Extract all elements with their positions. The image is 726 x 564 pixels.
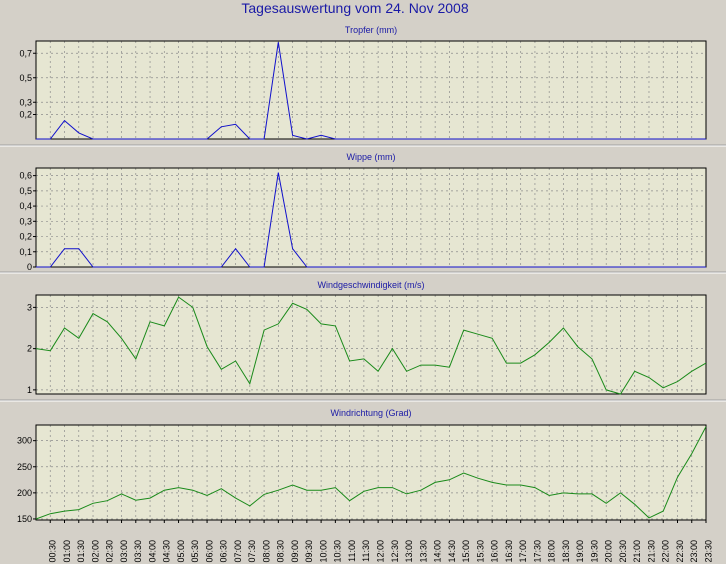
y-tick-label: 300 bbox=[17, 436, 32, 446]
x-tick-label: 22:00 bbox=[661, 540, 671, 563]
x-tick-label: 14:00 bbox=[433, 540, 443, 563]
x-tick-label: 23:30 bbox=[703, 540, 713, 563]
plot-area bbox=[36, 168, 706, 267]
plot-border bbox=[35, 424, 707, 521]
x-tick-label: 16:30 bbox=[504, 540, 514, 563]
x-tick-label: 21:00 bbox=[632, 540, 642, 563]
x-tick-label: 13:30 bbox=[418, 540, 428, 563]
x-tick-label: 17:00 bbox=[518, 540, 528, 563]
x-tick-label: 05:00 bbox=[176, 540, 186, 563]
x-tick-label: 16:00 bbox=[490, 540, 500, 563]
x-tick-label: 01:30 bbox=[76, 540, 86, 563]
x-tick-label: 21:30 bbox=[646, 540, 656, 563]
y-tick-label: 0,3 bbox=[19, 216, 32, 226]
series-line bbox=[36, 172, 706, 268]
x-tick-label: 13:00 bbox=[404, 540, 414, 563]
x-tick-label: 10:30 bbox=[333, 540, 343, 563]
x-tick-label: 18:00 bbox=[547, 540, 557, 563]
x-tick-label: 06:30 bbox=[219, 540, 229, 563]
panel-4: Windrichtung (Grad) 300 250 200 150 bbox=[17, 408, 707, 524]
x-tick-label: 03:00 bbox=[119, 540, 129, 563]
x-tick-label: 15:30 bbox=[475, 540, 485, 563]
x-tick-label: 11:00 bbox=[347, 540, 357, 562]
y-tick-label: 3 bbox=[27, 302, 32, 312]
plot-area bbox=[36, 41, 706, 139]
y-tick-label: 0,4 bbox=[19, 201, 32, 211]
x-tick-label: 12:30 bbox=[390, 540, 400, 563]
x-tick-label: 10:00 bbox=[318, 540, 328, 563]
x-tick-label: 04:00 bbox=[147, 540, 157, 563]
x-tick-label: 05:30 bbox=[190, 540, 200, 563]
x-tick-label: 19:30 bbox=[589, 540, 599, 563]
x-tick-label: 23:00 bbox=[689, 540, 699, 563]
plot-area bbox=[36, 295, 706, 394]
x-tick-label: 09:30 bbox=[304, 540, 314, 563]
panel-title: Wippe (mm) bbox=[347, 152, 396, 162]
x-tick-label: 00:30 bbox=[48, 540, 58, 563]
y-tick-label: 0,6 bbox=[19, 171, 32, 181]
x-tick-label: 09:00 bbox=[290, 540, 300, 563]
y-tick-label: 200 bbox=[17, 488, 32, 498]
y-tick-label: 0,3 bbox=[19, 97, 32, 107]
x-tick-label: 02:30 bbox=[105, 540, 115, 563]
y-tick-label: 0,5 bbox=[19, 73, 32, 83]
x-tick-label: 12:00 bbox=[376, 540, 386, 563]
plot-area bbox=[36, 425, 706, 520]
y-tick-label: 1 bbox=[27, 385, 32, 395]
x-tick-label: 01:00 bbox=[62, 540, 72, 563]
x-tick-label: 18:30 bbox=[561, 540, 571, 563]
panel-title: Windgeschwindigkeit (m/s) bbox=[317, 280, 424, 290]
x-tick-label: 07:30 bbox=[247, 540, 257, 563]
y-tick-label: 0 bbox=[27, 262, 32, 272]
panel-3: Windgeschwindigkeit (m/s) 3 2 1 bbox=[27, 280, 707, 395]
series-line bbox=[35, 296, 707, 395]
y-tick-label: 2 bbox=[27, 344, 32, 354]
panel-2: Wippe (mm) 0,6 0,5 0,4 0,3 0,2 0,1 0 bbox=[19, 152, 707, 272]
panel-title: Windrichtung (Grad) bbox=[330, 408, 411, 418]
x-tick-label: 19:00 bbox=[575, 540, 585, 563]
x-tick-label: 15:00 bbox=[461, 540, 471, 563]
x-tick-label: 11:30 bbox=[361, 540, 371, 562]
x-tick-label: 06:00 bbox=[204, 540, 214, 563]
y-tick-label: 0,1 bbox=[19, 247, 32, 257]
y-tick-label: 0,2 bbox=[19, 232, 32, 242]
x-tick-label: 17:30 bbox=[532, 540, 542, 563]
x-tick-label: 03:30 bbox=[133, 540, 143, 563]
plot-border bbox=[35, 294, 707, 395]
x-tick-label: 02:00 bbox=[90, 540, 100, 563]
x-tick-label: 08:30 bbox=[276, 540, 286, 563]
x-tick-label: 07:00 bbox=[233, 540, 243, 563]
y-tick-label: 0,2 bbox=[19, 110, 32, 120]
x-tick-label: 20:00 bbox=[604, 540, 614, 563]
y-tick-label: 250 bbox=[17, 462, 32, 472]
y-tick-label: 0,5 bbox=[19, 186, 32, 196]
main-title: Tagesauswertung vom 24. Nov 2008 bbox=[241, 0, 468, 16]
y-tick-label: 150 bbox=[17, 514, 32, 524]
x-tick-label: 08:00 bbox=[261, 540, 271, 563]
panel-title: Tropfer (mm) bbox=[345, 25, 397, 35]
x-tick-label: 22:30 bbox=[675, 540, 685, 563]
series-line bbox=[35, 426, 707, 520]
panel-1: Tropfer (mm) 0,7 0,5 0,3 0,2 bbox=[19, 25, 707, 140]
x-tick-label: 14:30 bbox=[447, 540, 457, 563]
x-tick-label: 04:30 bbox=[162, 540, 172, 563]
x-tick-label: 20:30 bbox=[618, 540, 628, 563]
y-tick-label: 0,7 bbox=[19, 48, 32, 58]
series-line bbox=[36, 42, 706, 140]
